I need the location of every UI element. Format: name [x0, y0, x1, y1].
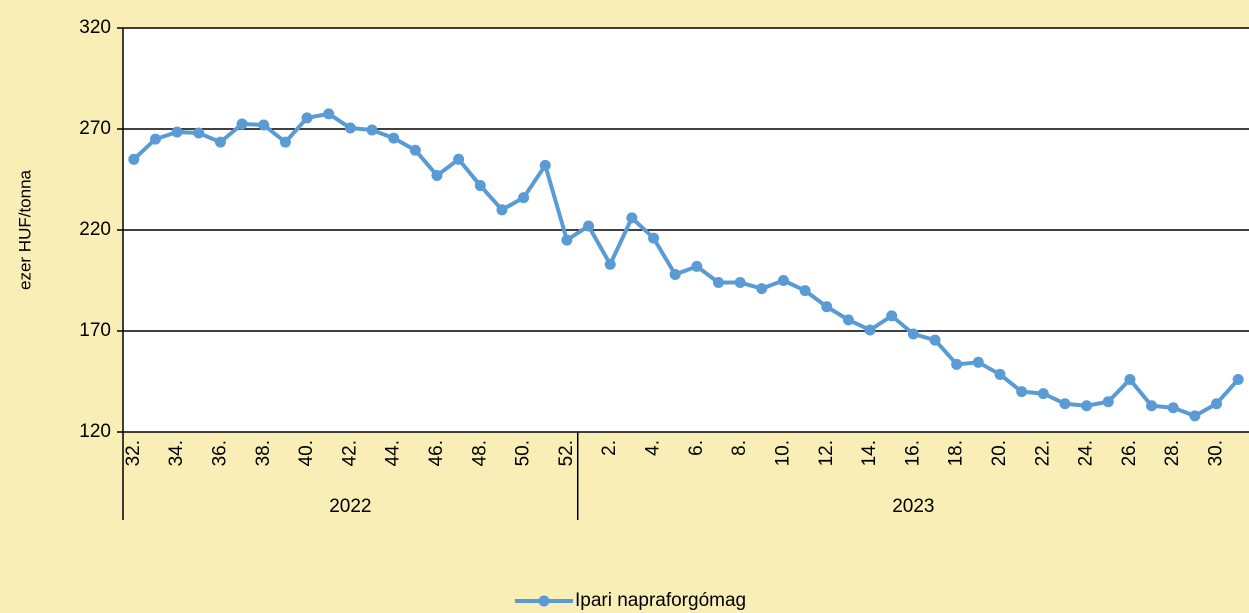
marker [907, 328, 919, 340]
marker [1124, 373, 1136, 385]
marker [409, 144, 421, 156]
marker [453, 153, 465, 165]
marker [886, 310, 898, 322]
y-tick-label: 270 [79, 118, 111, 139]
marker [929, 334, 941, 346]
marker [951, 358, 963, 370]
x-tick-label: 24. [1076, 440, 1097, 466]
marker [539, 159, 551, 171]
x-tick-label: 16. [902, 440, 923, 466]
marker [799, 285, 811, 297]
marker [214, 136, 226, 148]
legend-label: Ipari napraforgómag [575, 590, 746, 611]
marker [431, 169, 443, 181]
x-tick-label: 18. [946, 440, 967, 466]
marker [128, 153, 140, 165]
marker [648, 232, 660, 244]
marker [323, 108, 335, 120]
marker [994, 368, 1006, 380]
x-tick-label: 32. [123, 440, 144, 466]
x-group-label: 2022 [329, 496, 371, 517]
marker [1146, 400, 1158, 412]
marker [972, 356, 984, 368]
marker [1059, 398, 1071, 410]
x-tick-label: 12. [816, 440, 837, 466]
marker [1102, 396, 1114, 408]
x-tick-label: 50. [513, 440, 534, 466]
marker [756, 283, 768, 295]
marker [583, 220, 595, 232]
marker [193, 127, 205, 139]
marker [388, 132, 400, 144]
marker [561, 234, 573, 246]
y-tick-label: 220 [79, 219, 111, 240]
x-tick-label: 36. [209, 440, 230, 466]
x-tick-label: 2. [599, 440, 620, 456]
x-tick-label: 34. [166, 440, 187, 466]
marker [1167, 402, 1179, 414]
marker [712, 277, 724, 289]
x-tick-label: 44. [383, 440, 404, 466]
line [132, 111, 1240, 418]
x-tick-label: 26. [1119, 440, 1140, 466]
marker [604, 258, 616, 270]
marker [279, 136, 291, 148]
legend-marker [538, 595, 550, 607]
marker [734, 277, 746, 289]
marker [1232, 373, 1244, 385]
marker [344, 122, 356, 134]
marker [1037, 388, 1049, 400]
marker [864, 324, 876, 336]
marker [149, 133, 161, 145]
y-axis-label: ezer HUF/tonna [15, 169, 34, 290]
marker [1211, 398, 1223, 410]
x-tick-label: 52. [556, 440, 577, 466]
y-tick-label: 320 [79, 17, 111, 38]
marker [258, 119, 270, 131]
x-tick-label: 46. [426, 440, 447, 466]
x-tick-label: 14. [859, 440, 880, 466]
marker [691, 260, 703, 272]
x-tick-label: 6. [686, 440, 707, 456]
marker [626, 212, 638, 224]
x-tick-label: 30. [1206, 440, 1227, 466]
x-tick-label: 20. [989, 440, 1010, 466]
y-tick-label: 120 [79, 421, 111, 442]
x-tick-label: 28. [1162, 440, 1183, 466]
marker [171, 126, 183, 138]
x-tick-label: 8. [729, 440, 750, 456]
marker [301, 112, 313, 124]
y-tick-label: 170 [79, 320, 111, 341]
marker [1081, 400, 1093, 412]
x-group-label: 2023 [892, 496, 934, 517]
marker [777, 275, 789, 286]
marker [1189, 410, 1201, 422]
marker [842, 314, 854, 326]
marker [669, 268, 681, 280]
marker [1016, 386, 1028, 398]
x-tick-label: 10. [772, 440, 793, 466]
marker [474, 180, 486, 192]
marker [821, 301, 833, 313]
marker [518, 192, 530, 204]
x-tick-label: 22. [1032, 440, 1053, 466]
x-tick-label: 48. [469, 440, 490, 466]
x-tick-label: 38. [253, 440, 274, 466]
x-tick-label: 40. [296, 440, 317, 466]
x-tick-label: 4. [643, 440, 664, 456]
marker [236, 118, 248, 130]
x-tick-label: 42. [339, 440, 360, 466]
marker [366, 124, 378, 136]
marker [496, 204, 508, 216]
